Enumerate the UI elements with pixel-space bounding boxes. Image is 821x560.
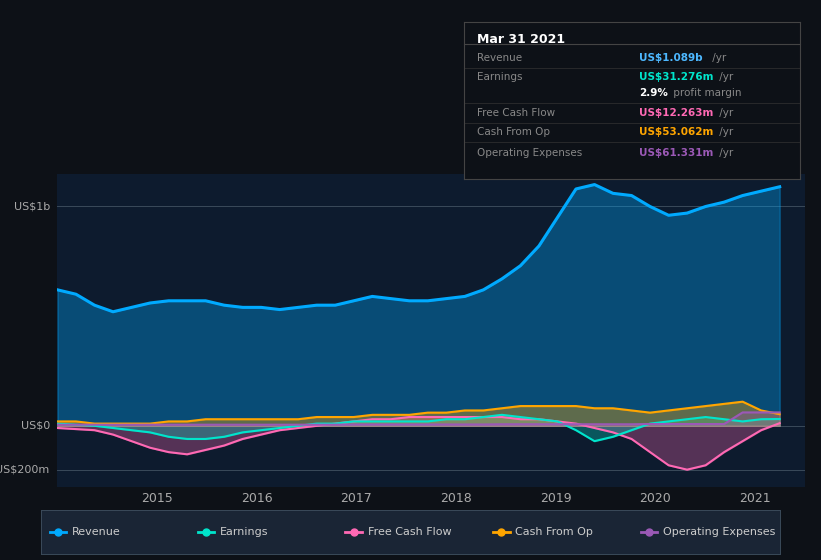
Text: US$12.263m: US$12.263m bbox=[639, 108, 713, 118]
Text: /yr: /yr bbox=[709, 53, 726, 63]
Text: 2.9%: 2.9% bbox=[639, 88, 667, 98]
Text: US$31.276m: US$31.276m bbox=[639, 72, 713, 82]
Text: Free Cash Flow: Free Cash Flow bbox=[368, 527, 452, 537]
Text: US$53.062m: US$53.062m bbox=[639, 127, 713, 137]
Text: US$1b: US$1b bbox=[14, 202, 50, 212]
Text: /yr: /yr bbox=[716, 108, 734, 118]
Text: US$0: US$0 bbox=[21, 421, 50, 431]
Text: Free Cash Flow: Free Cash Flow bbox=[477, 108, 556, 118]
Text: profit margin: profit margin bbox=[670, 88, 741, 98]
Text: Revenue: Revenue bbox=[477, 53, 522, 63]
Text: Earnings: Earnings bbox=[220, 527, 268, 537]
Text: Operating Expenses: Operating Expenses bbox=[477, 147, 583, 157]
Text: US$61.331m: US$61.331m bbox=[639, 147, 713, 157]
Text: /yr: /yr bbox=[716, 72, 734, 82]
Text: /yr: /yr bbox=[716, 147, 734, 157]
Text: Earnings: Earnings bbox=[477, 72, 523, 82]
Text: Cash From Op: Cash From Op bbox=[516, 527, 594, 537]
Text: Cash From Op: Cash From Op bbox=[477, 127, 550, 137]
Text: /yr: /yr bbox=[716, 127, 734, 137]
Text: Mar 31 2021: Mar 31 2021 bbox=[477, 34, 566, 46]
Text: US$1.089b: US$1.089b bbox=[639, 53, 703, 63]
Text: Operating Expenses: Operating Expenses bbox=[663, 527, 776, 537]
Text: -US$200m: -US$200m bbox=[0, 465, 50, 475]
Text: Revenue: Revenue bbox=[72, 527, 121, 537]
